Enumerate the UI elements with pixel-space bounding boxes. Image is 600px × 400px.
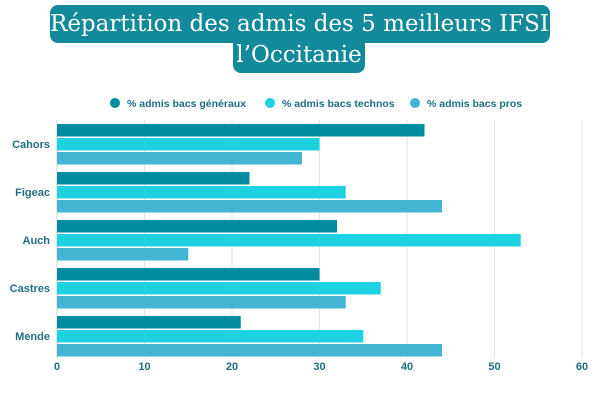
legend-marker bbox=[265, 98, 275, 108]
y-category-label: Cahors bbox=[12, 139, 50, 151]
bar bbox=[57, 138, 320, 151]
bar bbox=[57, 268, 320, 281]
chart-title-line2: l’Occitanie bbox=[233, 40, 365, 73]
x-tick-label: 20 bbox=[226, 361, 238, 373]
y-category-label: Auch bbox=[23, 235, 51, 247]
bar bbox=[57, 124, 425, 137]
bar bbox=[57, 234, 521, 247]
legend-label: % admis bacs technos bbox=[282, 98, 395, 110]
y-category-label: Figeac bbox=[15, 187, 50, 199]
bar bbox=[57, 296, 346, 309]
bar bbox=[57, 248, 189, 261]
legend-marker bbox=[110, 98, 120, 108]
legend-label: % admis bacs pros bbox=[427, 98, 522, 110]
bar bbox=[57, 200, 442, 213]
bar bbox=[57, 220, 337, 233]
legend-marker bbox=[410, 98, 420, 108]
x-tick-label: 10 bbox=[138, 361, 150, 373]
x-tick-label: 60 bbox=[576, 361, 588, 373]
x-tick-label: 0 bbox=[54, 361, 60, 373]
y-category-label: Mende bbox=[15, 331, 50, 343]
x-tick-label: 30 bbox=[313, 361, 325, 373]
bar bbox=[57, 316, 241, 329]
bar bbox=[57, 330, 364, 343]
bar bbox=[57, 282, 381, 295]
x-tick-label: 50 bbox=[488, 361, 500, 373]
y-category-label: Castres bbox=[10, 283, 50, 295]
bar bbox=[57, 344, 442, 357]
legend-label: % admis bacs généraux bbox=[127, 98, 246, 110]
x-tick-label: 40 bbox=[401, 361, 413, 373]
chart-title: Répartition des admis des 5 meilleurs IF… bbox=[50, 5, 585, 43]
bar bbox=[57, 186, 346, 199]
bar bbox=[57, 152, 302, 165]
bar bbox=[57, 172, 250, 185]
